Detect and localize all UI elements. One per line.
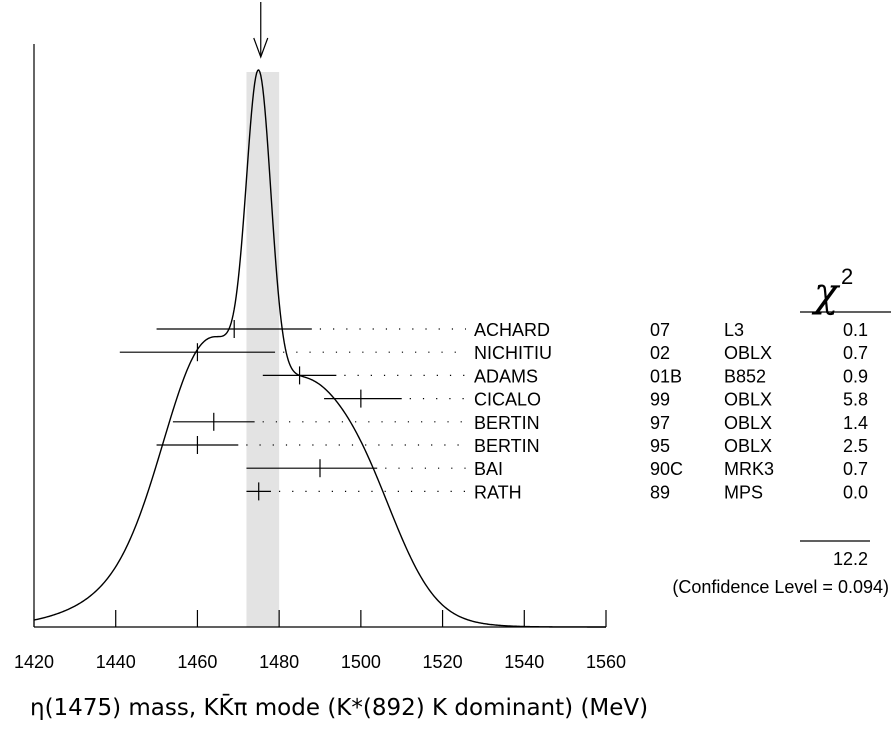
year-label: 02	[650, 343, 670, 363]
year-label: 95	[650, 436, 670, 456]
x-tick-label: 1520	[423, 652, 463, 672]
year-label: 97	[650, 413, 670, 433]
average-band	[246, 72, 280, 627]
chi2-value: 0.7	[843, 343, 868, 363]
year-label: 07	[650, 320, 670, 340]
measurement-row: BERTIN 95 OBLX 2.5	[156, 436, 868, 456]
experiment-label: MRK3	[724, 459, 774, 479]
author-label: ADAMS	[474, 366, 538, 386]
x-ticks: 1420 1440 1460 1480 1500 1520 1540 1560	[14, 610, 626, 672]
author-label: BERTIN	[474, 413, 540, 433]
author-label: ACHARD	[474, 320, 550, 340]
chi2-value: 2.5	[843, 436, 868, 456]
x-tick-label: 1460	[177, 652, 217, 672]
measurement-row: BAI 90C MRK3 0.7	[246, 459, 868, 479]
chi2-exponent: 2	[841, 264, 853, 289]
author-label: RATH	[474, 482, 522, 502]
x-tick-label: 1440	[96, 652, 136, 672]
ideogram-curve	[33, 69, 606, 628]
x-tick-label: 1560	[586, 652, 626, 672]
measurement-row: NICHITIU 02 OBLX 0.7	[119, 343, 868, 363]
x-tick-label: 1480	[259, 652, 299, 672]
confidence-level: (Confidence Level = 0.094)	[672, 577, 889, 597]
chi2-value: 0.7	[843, 459, 868, 479]
arrow-head	[253, 37, 269, 59]
year-label: 90C	[650, 459, 683, 479]
measurement-row: BERTIN 97 OBLX 1.4	[172, 412, 868, 433]
measurement-row: ADAMS 01B B852 0.9	[262, 366, 868, 386]
chi2-value: 1.4	[843, 413, 868, 433]
author-label: BAI	[474, 459, 503, 479]
measurement-row: ACHARD 07 L3 0.1	[156, 320, 868, 340]
chi2-header: χ	[811, 270, 841, 316]
chi2-value: 0.0	[843, 482, 868, 502]
measurements: ACHARD 07 L3 0.1 NICHITIU 02 OBLX 0.7 ADAMS 01B B8…	[119, 320, 868, 502]
experiment-label: OBLX	[724, 436, 772, 456]
experiment-label: B852	[724, 366, 766, 386]
x-axis-label: η(1475) mass, KK̄π mode (K*(892) K domin…	[30, 693, 648, 721]
x-tick-label: 1420	[14, 652, 54, 672]
x-tick-label: 1540	[504, 652, 544, 672]
chi2-total: 12.2	[833, 549, 868, 569]
chi2-value: 0.9	[843, 366, 868, 386]
chi2-value: 5.8	[843, 390, 868, 410]
author-label: CICALO	[474, 390, 541, 410]
experiment-label: MPS	[724, 482, 763, 502]
author-label: BERTIN	[474, 436, 540, 456]
measurement-row: RATH 89 MPS 0.0	[246, 482, 868, 502]
measurement-row: CICALO 99 OBLX 5.8	[324, 389, 868, 410]
x-tick-label: 1500	[341, 652, 381, 672]
year-label: 99	[650, 390, 670, 410]
experiment-label: OBLX	[724, 413, 772, 433]
year-label: 89	[650, 482, 670, 502]
average-arrow	[253, 2, 269, 59]
year-label: 01B	[650, 366, 682, 386]
experiment-label: OBLX	[724, 390, 772, 410]
experiment-label: OBLX	[724, 343, 772, 363]
experiment-label: L3	[724, 320, 744, 340]
author-label: NICHITIU	[474, 343, 552, 363]
chi2-value: 0.1	[843, 320, 868, 340]
